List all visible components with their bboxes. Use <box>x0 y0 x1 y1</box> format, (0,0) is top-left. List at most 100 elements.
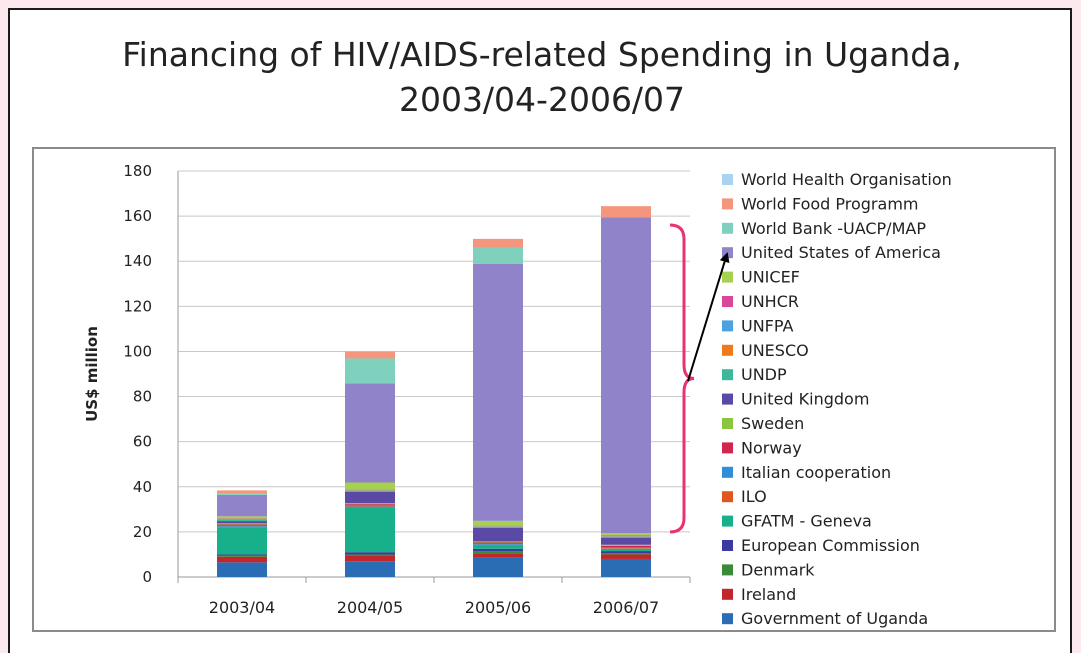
bar-segment <box>601 206 651 217</box>
bar-segment <box>217 521 267 523</box>
annotation-arrow <box>688 254 727 381</box>
bar-segment <box>217 554 267 555</box>
legend-swatch <box>722 467 733 478</box>
legend-swatch <box>722 174 733 185</box>
legend-label: United Kingdom <box>741 390 869 409</box>
bar-segment <box>473 264 523 521</box>
y-tick-label: 140 <box>123 252 152 270</box>
y-tick-label: 40 <box>133 478 152 496</box>
bar-segment <box>601 548 651 549</box>
bar-segment <box>217 556 267 557</box>
bar-segment <box>345 556 395 562</box>
bar-segment <box>601 546 651 547</box>
bar-segment <box>345 554 395 555</box>
bar-segment <box>345 504 395 505</box>
legend-swatch <box>722 418 733 429</box>
legend-swatch <box>722 272 733 283</box>
bar-segment <box>345 383 395 482</box>
legend-label: UNFPA <box>741 316 794 335</box>
bar-segment <box>217 527 267 528</box>
bar-segment <box>345 505 395 506</box>
bar-segment <box>473 545 523 546</box>
bar-segment <box>217 494 267 495</box>
bar-segment <box>217 516 267 518</box>
y-tick-label: 60 <box>133 433 152 451</box>
bar-segment <box>345 503 395 504</box>
bar-segment <box>217 526 267 527</box>
bar-segment <box>473 545 523 548</box>
bar-segment <box>217 524 267 525</box>
bar-segment <box>345 507 395 552</box>
bar-segment <box>217 490 267 493</box>
bar-segment <box>473 527 523 528</box>
x-category-label: 2005/06 <box>465 598 531 617</box>
y-axis-label: US$ million <box>83 326 101 422</box>
legend-swatch <box>722 516 733 527</box>
legend-label: European Commission <box>741 536 920 555</box>
bar-segment <box>217 557 267 563</box>
legend-swatch <box>722 540 733 551</box>
legend-label: Ireland <box>741 585 796 604</box>
legend-label: Norway <box>741 438 802 457</box>
bar-segment <box>473 549 523 551</box>
legend-swatch <box>722 223 733 234</box>
legend-swatch <box>722 442 733 453</box>
bar-segment <box>473 521 523 526</box>
bar-segment <box>473 544 523 545</box>
bar-segment <box>473 528 523 542</box>
bar-segment <box>473 248 523 264</box>
bar-segment <box>473 551 523 553</box>
bar-segment <box>601 559 651 577</box>
bar-segment <box>473 239 523 248</box>
bar-segment <box>345 561 395 577</box>
bar-segment <box>345 491 395 492</box>
legend-swatch <box>722 394 733 405</box>
bar-segment <box>601 537 651 538</box>
bar-segment <box>217 495 267 516</box>
bar-segment <box>217 523 267 524</box>
bar-segment <box>601 553 651 554</box>
bar-segment <box>473 541 523 542</box>
bar-segment <box>601 538 651 545</box>
legend-label: UNICEF <box>741 268 800 287</box>
legend-label: ILO <box>741 487 767 506</box>
y-tick-label: 80 <box>133 388 152 406</box>
y-tick-label: 0 <box>142 568 152 586</box>
bar-segment <box>217 527 267 554</box>
legend-swatch <box>722 296 733 307</box>
bar-segment <box>345 506 395 507</box>
legend-label: Denmark <box>741 560 815 579</box>
legend-swatch <box>722 198 733 209</box>
bar-segment <box>345 358 395 383</box>
y-tick-label: 180 <box>123 162 152 180</box>
bar-segment <box>473 558 523 577</box>
x-category-label: 2003/04 <box>209 598 275 617</box>
legend-swatch <box>722 491 733 502</box>
legend-label: UNESCO <box>741 341 809 360</box>
legend-label: Italian cooperation <box>741 463 891 482</box>
bar-segment <box>345 352 395 359</box>
legend-swatch <box>722 369 733 380</box>
legend-label: GFATM - Geneva <box>741 512 872 531</box>
curly-bracket-annotation <box>670 225 694 532</box>
legend-label: United States of America <box>741 243 941 262</box>
bar-segment <box>601 547 651 548</box>
y-tick-label: 160 <box>123 207 152 225</box>
legend-label: World Food Programm <box>741 194 918 213</box>
bar-segment <box>473 553 523 558</box>
x-category-label: 2004/05 <box>337 598 403 617</box>
legend-swatch <box>722 320 733 331</box>
bar-segment <box>601 554 651 559</box>
y-tick-label: 20 <box>133 523 152 541</box>
legend-swatch <box>722 589 733 600</box>
bar-segment <box>345 482 395 489</box>
bar-segment <box>345 492 395 503</box>
bar-segment <box>601 545 651 546</box>
legend-label: World Bank -UACP/MAP <box>741 219 926 238</box>
bar-segment <box>601 217 651 533</box>
legend-swatch <box>722 345 733 356</box>
legend-label: Sweden <box>741 414 804 433</box>
legend-swatch <box>722 564 733 575</box>
legend-label: UNHCR <box>741 292 799 311</box>
